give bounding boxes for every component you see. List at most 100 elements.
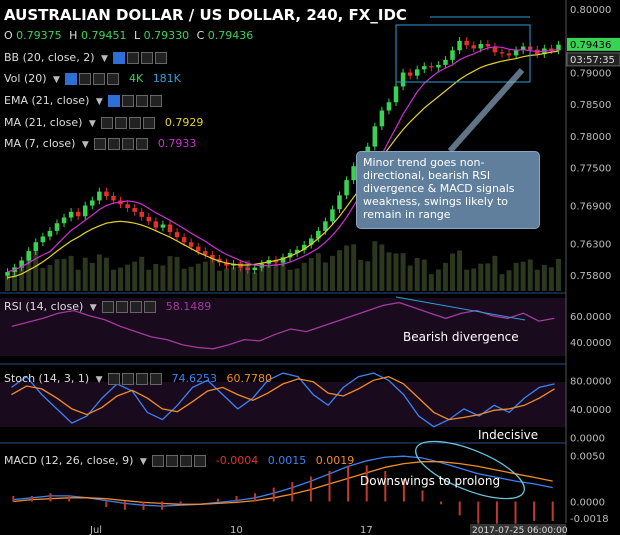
rsi-tick-label: 60.0000: [570, 312, 611, 323]
volume-bar: [294, 268, 300, 291]
candle-body: [280, 257, 286, 263]
chevron-down-icon[interactable]: ▼: [101, 54, 108, 64]
gear-icon[interactable]: [127, 52, 140, 64]
close-icon[interactable]: [136, 138, 149, 150]
volume-bar: [238, 261, 244, 291]
close-icon[interactable]: [194, 455, 207, 467]
close-icon[interactable]: [107, 73, 120, 85]
eye-icon[interactable]: [108, 373, 121, 385]
volume-bar: [386, 252, 392, 291]
gear-icon[interactable]: [122, 373, 135, 385]
candle-body: [485, 44, 491, 47]
indicator-ma7[interactable]: MA (7, close) ▼ 0.7933: [4, 137, 196, 150]
candle-body: [26, 251, 31, 261]
eye-icon[interactable]: [152, 455, 165, 467]
eye-icon[interactable]: [94, 138, 107, 150]
indicator-bb[interactable]: BB (20, close, 2) ▼: [4, 51, 168, 64]
indicator-vol[interactable]: Vol (20) ▼ 4K 181K: [4, 72, 181, 85]
chevron-down-icon[interactable]: ▼: [139, 457, 147, 467]
eye-icon[interactable]: [65, 73, 78, 85]
chevron-down-icon[interactable]: ▼: [89, 303, 97, 313]
indicator-rsi[interactable]: RSI (14, close) ▼ 58.1489: [4, 300, 211, 313]
stoch-line-2: [11, 376, 555, 421]
plus-icon[interactable]: [129, 117, 142, 129]
candle-body: [146, 216, 152, 222]
stoch-k-value: 74.6253: [171, 372, 218, 385]
volume-bar: [160, 265, 166, 291]
chevron-down-icon[interactable]: ▼: [88, 119, 96, 129]
volume-bar: [146, 269, 152, 291]
plus-icon[interactable]: [93, 73, 106, 85]
rsi-tick-label: 40.0000: [570, 338, 611, 349]
close-icon[interactable]: [150, 373, 163, 385]
indicator-stoch[interactable]: Stoch (14, 3, 1) ▼ 74.6253 60.7780: [4, 372, 272, 385]
volume-bar: [457, 250, 463, 291]
volume-bar: [209, 258, 215, 291]
stoch-label: Stoch (14, 3, 1): [4, 372, 90, 385]
plus-icon[interactable]: [136, 373, 149, 385]
close-icon[interactable]: [144, 301, 157, 313]
plus-icon[interactable]: [122, 138, 135, 150]
candle-body: [224, 262, 229, 266]
eye-icon[interactable]: [108, 95, 121, 107]
analysis-note-callout: Minor trend goes non-directional, bearis…: [356, 151, 540, 229]
bb-label: BB (20, close, 2): [4, 51, 95, 64]
gear-icon[interactable]: [116, 301, 129, 313]
gear-icon[interactable]: [122, 95, 135, 107]
close-icon[interactable]: [155, 52, 168, 64]
price-tick-label: 0.80000: [570, 5, 611, 16]
indicator-macd[interactable]: MACD (12, 26, close, 9) ▼ -0.0004 0.0015…: [4, 454, 354, 467]
plus-icon[interactable]: [136, 95, 149, 107]
candle-body: [372, 126, 378, 147]
macd-tick-label: -0.0018: [570, 514, 609, 525]
volume-bar: [103, 257, 109, 291]
volume-bar: [400, 253, 406, 291]
plus-icon[interactable]: [141, 52, 154, 64]
volume-bar: [33, 251, 39, 291]
chevron-down-icon[interactable]: ▼: [95, 375, 103, 385]
candle-body: [457, 40, 462, 51]
volume-bar: [527, 259, 533, 291]
candle-body: [68, 211, 74, 218]
volume-bar: [548, 267, 554, 291]
plus-icon[interactable]: [180, 455, 193, 467]
ohlc-high-value: 0.79451: [80, 29, 127, 42]
gear-icon[interactable]: [166, 455, 179, 467]
chevron-down-icon[interactable]: ▼: [81, 140, 89, 150]
rsi-band: [0, 298, 566, 356]
volume-bar: [26, 253, 32, 291]
eye-icon[interactable]: [102, 301, 115, 313]
price-tick-label: 0.77500: [570, 164, 611, 175]
volume-bar: [139, 256, 145, 291]
candle-body: [104, 191, 109, 196]
gear-icon[interactable]: [108, 138, 121, 150]
gear-icon[interactable]: [79, 73, 92, 85]
ma21-label: MA (21, close): [4, 116, 83, 129]
eye-icon[interactable]: [101, 117, 114, 129]
chart-title: AUSTRALIAN DOLLAR / US DOLLAR, 240, FX_I…: [4, 6, 407, 24]
volume-bar: [259, 267, 265, 291]
macd-line-2: [13, 461, 553, 505]
volume-bar: [68, 255, 74, 291]
indicator-ema[interactable]: EMA (21, close) ▼: [4, 94, 163, 107]
close-icon[interactable]: [143, 117, 156, 129]
chevron-down-icon[interactable]: ▼: [95, 97, 103, 107]
plus-icon[interactable]: [130, 301, 143, 313]
volume-bar: [224, 268, 229, 291]
volume-bar: [322, 262, 328, 291]
candle-body: [386, 102, 392, 111]
macd-highlight-ellipse: [415, 440, 525, 500]
candle-body: [90, 200, 95, 206]
volume-bar: [125, 264, 131, 291]
indicator-ma21[interactable]: MA (21, close) ▼ 0.7929: [4, 116, 203, 129]
ohlc-open-value: 0.79375: [16, 29, 62, 42]
candle-body: [471, 45, 476, 49]
gear-icon[interactable]: [115, 117, 128, 129]
eye-icon[interactable]: [113, 52, 126, 64]
candle-body: [492, 46, 498, 53]
candle-body: [365, 146, 371, 155]
chevron-down-icon[interactable]: ▼: [53, 75, 60, 85]
close-icon[interactable]: [150, 95, 163, 107]
volume-bar: [111, 269, 116, 291]
candle-body: [273, 259, 279, 263]
